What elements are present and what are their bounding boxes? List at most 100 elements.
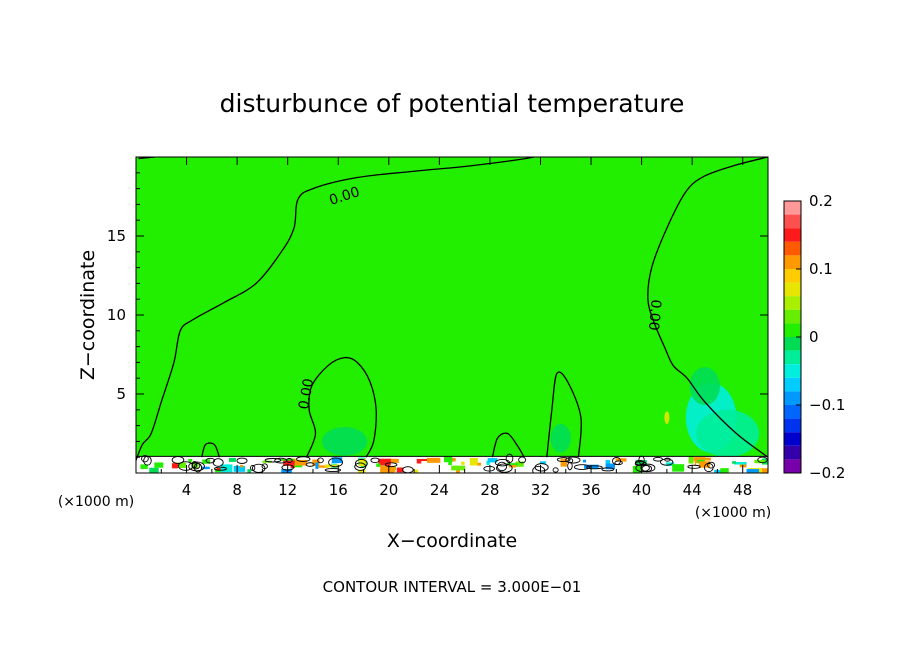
surface-contour [178, 461, 194, 471]
colorbar-level [784, 445, 801, 460]
surface-cell [506, 463, 518, 466]
surface-cell [477, 462, 482, 466]
surface-cell [294, 459, 308, 466]
surface-contour [285, 458, 293, 463]
colorbar-level [784, 377, 801, 392]
colorbar-level [784, 364, 801, 378]
surface-cell [174, 462, 187, 468]
surface-contour [324, 468, 342, 472]
surface-cell [701, 457, 711, 461]
x-axis-ticks: 4 8 12 16 20 24 28 32 36 40 44 48 [160, 157, 752, 499]
x-tick-label: 44 [683, 481, 702, 499]
colorbar-level [784, 391, 801, 405]
surface-cell [188, 458, 193, 463]
surface-contour [565, 456, 581, 464]
surface-contour [687, 464, 701, 469]
surface-contour [707, 461, 716, 469]
surface-cell [281, 458, 295, 461]
surface-cell [732, 461, 737, 464]
colorbar-level [784, 418, 801, 433]
surface-cell [451, 465, 466, 471]
patch-teal-upper [689, 367, 720, 406]
surface-cell [582, 459, 587, 463]
colorbar-tick-label: −0.2 [809, 464, 845, 482]
surface-cell [171, 463, 178, 469]
surface-cell [456, 468, 460, 473]
surface-cell [698, 461, 710, 468]
x-unit-right: (×1000 m) [695, 505, 771, 521]
surface-contour [213, 466, 227, 471]
surface-contour [556, 457, 571, 463]
surface-cell [247, 469, 251, 473]
surface-cell [278, 465, 291, 470]
surface-contour [614, 460, 623, 466]
surface-contour [188, 461, 205, 472]
surface-cell [149, 467, 159, 473]
surface-contour [264, 458, 282, 463]
surface-contour [370, 457, 380, 463]
surface-cell [746, 469, 760, 473]
surface-cell [421, 461, 434, 469]
surface-cell [733, 462, 747, 465]
x-tick-label: 48 [733, 481, 752, 499]
surface-contour [496, 463, 513, 473]
surface-contour [757, 456, 768, 464]
surface-cell [469, 458, 478, 466]
surface-contour [305, 462, 315, 467]
colorbar-level [784, 296, 801, 310]
surface-contour [354, 458, 368, 469]
colorbar-level [784, 255, 801, 269]
surface-cell [615, 458, 627, 462]
surface-cell [714, 469, 724, 473]
colorbar-level [784, 282, 801, 297]
surface-contour [552, 467, 559, 473]
colorbar-tick-label: 0 [809, 328, 819, 346]
surface-cell [720, 468, 729, 473]
surface-cell [396, 467, 404, 473]
surface-contour [534, 463, 549, 472]
colorbar-level [784, 241, 801, 256]
surface-cell [754, 459, 765, 464]
surface-cell [693, 457, 706, 462]
colorbar-level [784, 228, 801, 242]
colorbar-level [784, 459, 801, 473]
contour-label: 0.00 [645, 299, 664, 331]
surface-contour [236, 457, 248, 464]
x-tick-label: 8 [232, 481, 242, 499]
colorbar-tick-label: −0.1 [809, 396, 845, 414]
y-tick-label: 5 [116, 385, 126, 403]
surface-contour [191, 462, 201, 470]
contour-bump-6 [201, 442, 221, 458]
surface-contour [660, 458, 674, 466]
surface-cell [228, 457, 236, 462]
surface-cell [515, 461, 524, 467]
surface-cell [201, 466, 210, 470]
surface-cell [378, 458, 391, 466]
y-tick-label: 10 [107, 306, 126, 324]
x-tick-label: 28 [480, 481, 499, 499]
colorbar-level [784, 350, 801, 365]
surface-cell [486, 460, 490, 465]
colorbar-level [784, 323, 801, 337]
surface-cell [605, 463, 616, 470]
colorbar-level [784, 337, 801, 351]
surface-cell [283, 460, 296, 469]
surface-cell [509, 464, 517, 468]
surface-contour [193, 462, 203, 473]
colorbar-level [784, 405, 801, 419]
colorbar-level [784, 309, 801, 324]
colorbar-level [784, 214, 801, 229]
patch-mid-33 [550, 424, 571, 453]
x-axis-label: X−coordinate [387, 530, 517, 552]
colorbar-ticks: 0.2 0.1 0 −0.1 −0.2 [796, 192, 845, 482]
x-tick-label: 20 [379, 481, 398, 499]
surface-cell [240, 464, 244, 468]
x-tick-label: 24 [430, 481, 449, 499]
surface-cell [761, 458, 768, 465]
patch-teal-right [695, 409, 760, 458]
colorbar-tick-label: 0.2 [809, 192, 833, 210]
surface-cell [635, 460, 647, 466]
surface-contour [250, 464, 256, 471]
surface-cell [140, 464, 148, 470]
